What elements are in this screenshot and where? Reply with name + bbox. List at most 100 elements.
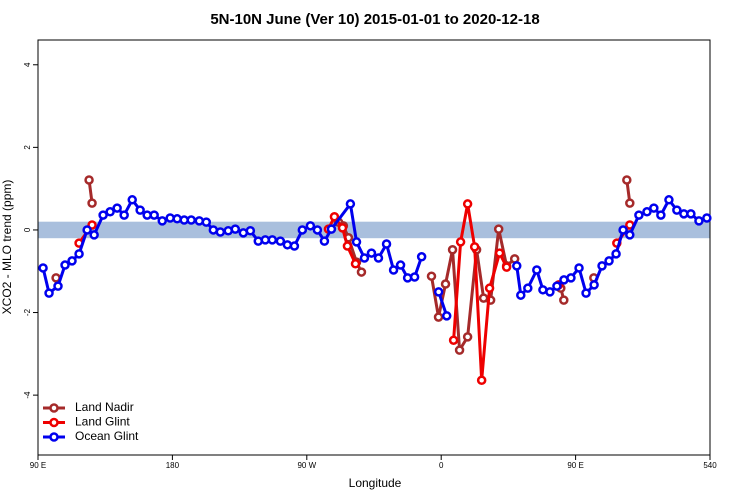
point (289, 241, 300, 251)
point (484, 283, 495, 293)
point (388, 265, 399, 275)
y-tick-label: -4 (23, 391, 32, 399)
point (312, 225, 323, 235)
point (245, 226, 256, 236)
point (356, 267, 367, 277)
point (493, 224, 504, 234)
point (501, 262, 512, 272)
legend-marker (49, 432, 59, 442)
plot-frame (37, 39, 711, 456)
point (342, 241, 353, 251)
point (494, 248, 505, 258)
legend-marker (49, 417, 59, 428)
point (329, 211, 340, 222)
point (112, 203, 122, 213)
legend-label: Ocean Glint (75, 429, 139, 443)
y-axis-label: XCO2 - MLO trend (ppm) (0, 180, 14, 315)
point (686, 209, 696, 219)
point (523, 283, 533, 293)
point (433, 312, 444, 322)
point (74, 249, 84, 259)
point (455, 237, 466, 247)
point (672, 205, 682, 215)
point (149, 210, 159, 220)
point (604, 256, 614, 266)
point (642, 207, 652, 217)
point (395, 260, 406, 270)
point (532, 265, 542, 275)
point (87, 198, 97, 208)
point (702, 213, 712, 223)
point (135, 205, 145, 215)
point (230, 224, 241, 234)
point (545, 287, 555, 297)
point (656, 210, 666, 220)
point (625, 230, 635, 240)
point (618, 225, 628, 235)
point (597, 261, 607, 271)
point (552, 281, 562, 291)
point (373, 253, 384, 263)
point (105, 207, 115, 217)
point (326, 224, 337, 234)
point (44, 288, 54, 298)
point (157, 216, 167, 226)
x-tick-label: 0 (439, 461, 444, 470)
point (82, 225, 92, 235)
point (574, 263, 584, 273)
point (441, 311, 452, 321)
point (67, 256, 77, 266)
point (359, 253, 370, 263)
point (98, 210, 108, 220)
x-tick-label: 90 E (30, 461, 46, 470)
point (366, 248, 377, 258)
point (337, 223, 348, 233)
point (297, 225, 308, 235)
point (622, 175, 632, 185)
legend-label: Land Nadir (75, 400, 134, 414)
x-tick-label: 180 (166, 461, 180, 470)
chart-title: 5N-10N June (Ver 10) 2015-01-01 to 2020-… (210, 11, 539, 28)
point (89, 230, 99, 240)
point (559, 295, 569, 305)
point (53, 281, 63, 291)
reference-band (38, 221, 710, 239)
point (201, 217, 212, 227)
point (694, 216, 704, 226)
point (649, 203, 659, 213)
y-tick-label: 2 (23, 145, 32, 150)
point (409, 272, 420, 282)
point (351, 237, 362, 247)
x-tick-label: 90 W (297, 461, 316, 470)
point (319, 236, 330, 246)
point (433, 287, 444, 297)
point (350, 259, 361, 269)
point (381, 239, 392, 249)
point (581, 288, 591, 298)
point (305, 221, 316, 231)
point (416, 252, 427, 262)
point (625, 198, 635, 208)
x-axis-label: Longitude (349, 476, 402, 490)
point (611, 249, 621, 259)
point (512, 261, 522, 271)
point (454, 345, 465, 355)
legend-marker (49, 403, 59, 413)
point (566, 273, 576, 283)
y-tick-label: 4 (23, 62, 32, 67)
y-tick-label: -2 (23, 308, 32, 316)
point (84, 175, 94, 185)
point (275, 236, 286, 246)
x-tick-label: 540 (703, 461, 717, 470)
point (516, 290, 526, 300)
legend-label: Land Glint (75, 415, 130, 429)
y-tick-label: 0 (23, 227, 32, 232)
point (127, 195, 137, 205)
point (119, 210, 129, 220)
point (60, 260, 70, 270)
point (448, 335, 459, 345)
point (589, 280, 599, 290)
point (634, 210, 644, 220)
point (469, 242, 480, 252)
